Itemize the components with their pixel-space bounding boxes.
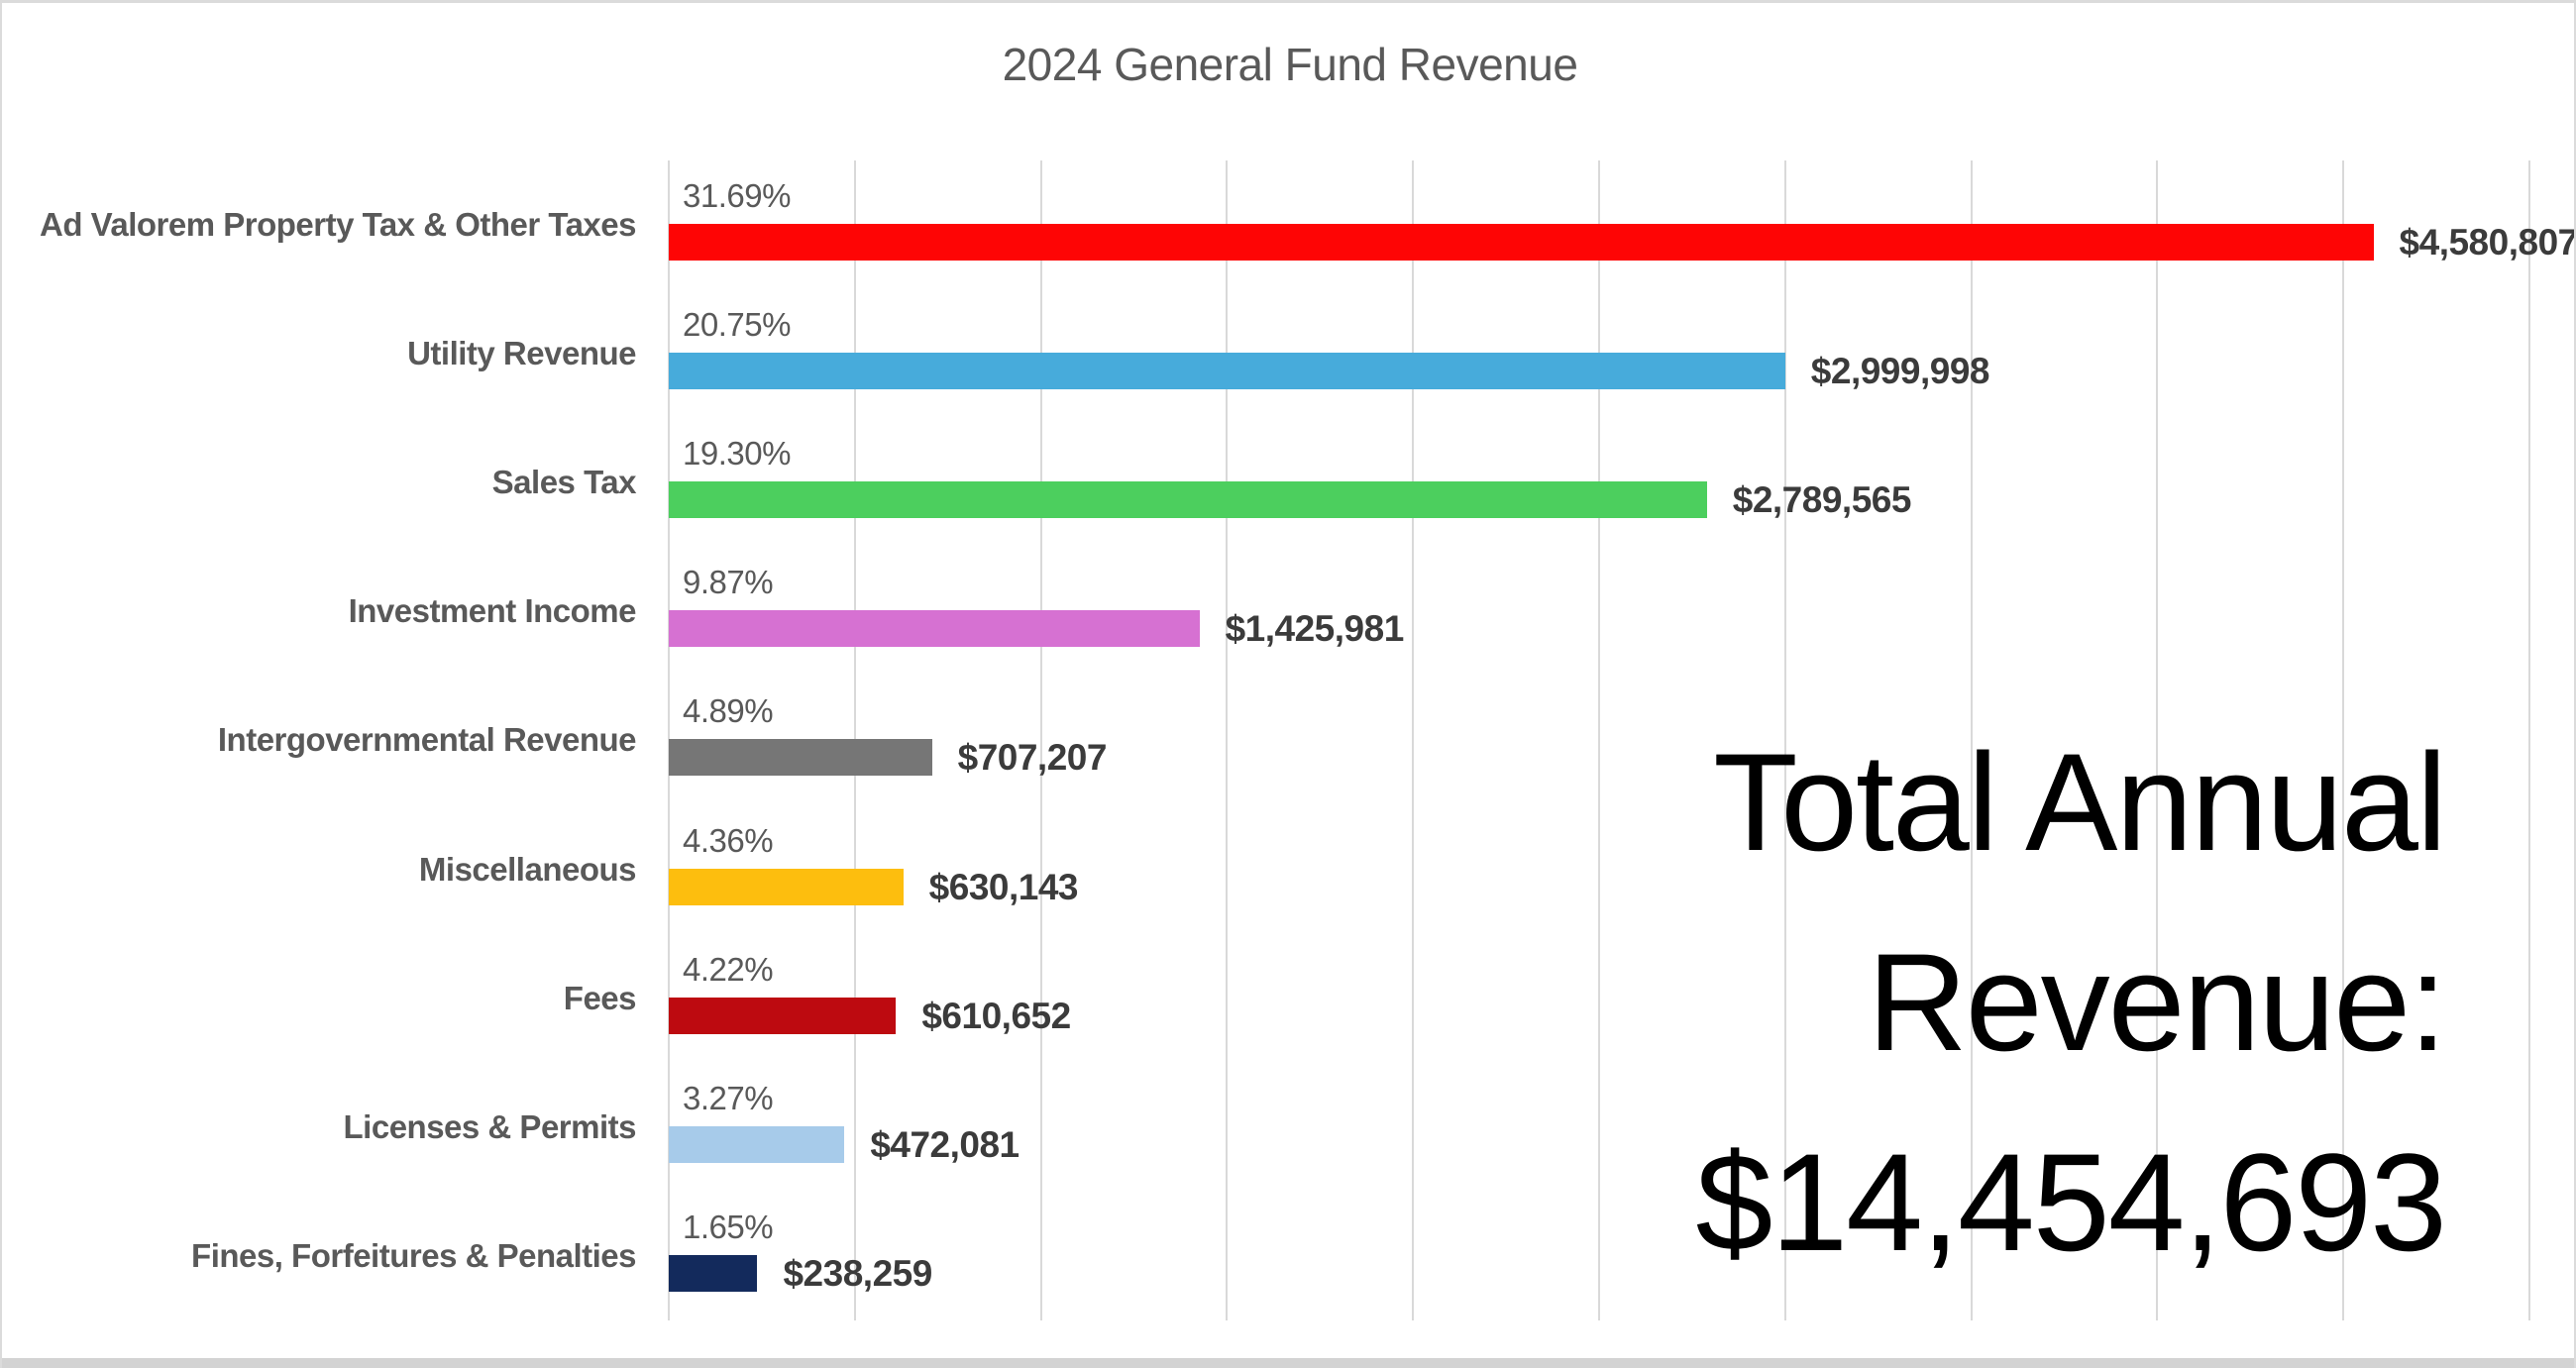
revenue-bar [669, 1125, 845, 1163]
revenue-bar [669, 481, 1707, 519]
category-label: Fees [563, 979, 637, 1016]
percent-label: 4.36% [683, 821, 774, 859]
percent-label: 4.89% [683, 692, 774, 730]
percent-label: 9.87% [683, 564, 774, 601]
revenue-bar [669, 224, 2374, 261]
category-label: Miscellaneous [418, 850, 637, 888]
percent-label: 3.27% [683, 1079, 774, 1116]
value-label: $630,143 [928, 866, 1079, 907]
revenue-bar [669, 353, 1785, 390]
gridline [2156, 160, 2159, 1320]
chart-title: 2024 General Fund Revenue [1002, 39, 1578, 90]
revenue-bar [669, 739, 932, 777]
percent-label: 1.65% [683, 1208, 774, 1245]
value-label: $472,081 [870, 1123, 1020, 1165]
revenue-bar [669, 997, 897, 1034]
total-annotation-line-1: Total Annual [1713, 724, 2447, 880]
category-label: Utility Revenue [407, 335, 636, 372]
category-label: Licenses & Permits [343, 1107, 637, 1145]
value-label: $1,425,981 [1225, 608, 1405, 650]
bottom-border [2, 1358, 2574, 1368]
category-label: Fines, Forfeitures & Penalties [191, 1236, 636, 1274]
category-label: Ad Valorem Property Tax & Other Taxes [40, 206, 637, 243]
value-label: $2,999,998 [1810, 351, 1990, 392]
gridline [1783, 160, 1786, 1320]
revenue-bar [669, 868, 904, 905]
gridline [1598, 160, 1600, 1320]
category-label: Intergovernmental Revenue [217, 721, 637, 759]
total-annotation: Total Annual Revenue: $14,454,693 [1695, 702, 2447, 1303]
percent-label: 20.75% [683, 306, 791, 344]
value-label: $238,259 [783, 1252, 932, 1294]
gridline [1039, 160, 1042, 1320]
percent-label: 4.22% [683, 950, 774, 988]
total-annotation-line-2: Revenue: [1867, 924, 2447, 1080]
gridline [1226, 160, 1229, 1320]
revenue-bar [669, 1254, 758, 1292]
percent-label: 31.69% [683, 177, 791, 214]
gridline [2342, 160, 2345, 1320]
gridline [2528, 160, 2530, 1320]
total-annotation-line-3: $14,454,693 [1695, 1124, 2447, 1280]
revenue-bar [669, 610, 1200, 648]
percent-label: 19.30% [683, 435, 791, 473]
plot-area: Ad Valorem Property Tax & Other Taxes 31.… [2, 3, 2576, 1368]
value-label: $2,789,565 [1732, 479, 1912, 521]
category-label: Sales Tax [491, 464, 637, 501]
value-label: $707,207 [957, 737, 1108, 779]
category-label: Investment Income [348, 592, 637, 630]
gridline [1412, 160, 1415, 1320]
value-label: $610,652 [921, 995, 1071, 1036]
value-label: $4,580,807 [2399, 222, 2576, 263]
gridline [1970, 160, 1973, 1320]
